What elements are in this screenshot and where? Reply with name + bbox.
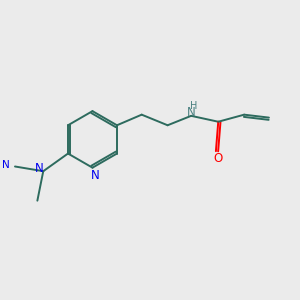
Text: O: O	[213, 152, 222, 165]
Text: H: H	[190, 101, 197, 111]
Text: N: N	[2, 160, 9, 170]
Text: N: N	[35, 162, 44, 175]
Text: N: N	[187, 106, 196, 119]
Text: N: N	[91, 169, 99, 182]
